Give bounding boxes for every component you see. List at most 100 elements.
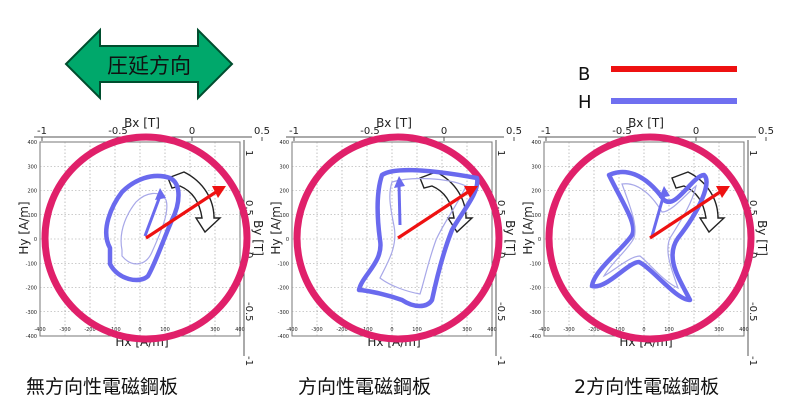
- hx-tick-label: -100: [613, 327, 624, 333]
- b-locus-circle: [293, 133, 503, 343]
- b-vector-line: [397, 190, 469, 240]
- hy-tick-label: 0: [34, 237, 37, 243]
- by-tick-label: -1: [495, 356, 506, 366]
- h-locus-outer: [104, 173, 181, 283]
- hx-tick-label: 300: [462, 327, 472, 333]
- hx-tick-label: 300: [714, 327, 724, 333]
- b-locus-circle: [41, 133, 251, 343]
- hx-tick-label: 100: [412, 327, 422, 333]
- h-vector-arrowhead: [394, 176, 405, 188]
- hy-tick-label: -200: [278, 286, 289, 292]
- hx-tick-label: -400: [286, 327, 297, 333]
- bx-tick-label: -0.5: [108, 126, 128, 137]
- h-vector-line: [397, 183, 402, 226]
- hy-tick-label: 200: [279, 189, 289, 195]
- hx-tick-label: 400: [235, 327, 245, 333]
- hy-tick-label: 100: [27, 213, 37, 219]
- bx-tick-label: 0.5: [506, 126, 522, 137]
- b-vector-line: [145, 190, 217, 240]
- hy-tick-label: -300: [26, 310, 37, 316]
- hy-tick-label: 400: [531, 140, 541, 146]
- b-vector-arrowhead: [212, 186, 226, 198]
- b-locus-circle: [545, 133, 755, 343]
- bx-axis-label: Bx [T]: [124, 116, 160, 130]
- legend-label-b: B: [578, 64, 590, 85]
- bx-tick-label: -1: [541, 126, 551, 137]
- by-tick-label: 1: [747, 150, 758, 156]
- hy-tick-label: 100: [531, 213, 541, 219]
- h-vector-arrowhead: [155, 188, 166, 200]
- by-tick-label: -0.5: [747, 302, 758, 322]
- bx-tick-label: -1: [37, 126, 47, 137]
- by-tick-label: -1: [243, 356, 254, 366]
- hy-tick-label: 200: [531, 189, 541, 195]
- hy-tick-label: -100: [530, 261, 541, 267]
- bx-axis-label: Bx [T]: [628, 116, 664, 130]
- hy-tick-label: 300: [27, 164, 37, 170]
- hx-tick-label: -300: [311, 327, 322, 333]
- by-tick-label: -1: [747, 356, 758, 366]
- hx-tick-label: -300: [59, 327, 70, 333]
- hy-axis-label: Hy [A/m]: [269, 201, 283, 254]
- h-locus-outer: [589, 169, 709, 303]
- bx-tick-label: 0.5: [254, 126, 270, 137]
- h-vector-line: [650, 193, 666, 237]
- hx-tick-label: 0: [138, 327, 141, 333]
- by-tick-label: 1: [495, 150, 506, 156]
- hx-tick-label: 300: [210, 327, 220, 333]
- hx-tick-label: -400: [538, 327, 549, 333]
- by-tick-label: -0.5: [495, 302, 506, 322]
- by-tick-label: 0.5: [495, 200, 506, 216]
- hy-tick-label: -300: [278, 310, 289, 316]
- hy-axis-label: Hy [A/m]: [521, 201, 535, 254]
- legend-label-h: H: [578, 92, 592, 113]
- bx-tick-label: 0: [189, 126, 195, 137]
- rolling-direction-label: 圧延方向: [107, 54, 191, 78]
- bx-tick-label: -0.5: [360, 126, 380, 137]
- hx-tick-label: -400: [34, 327, 45, 333]
- hy-tick-label: 400: [279, 140, 289, 146]
- hx-tick-label: -100: [109, 327, 120, 333]
- bx-axis-label: Bx [T]: [376, 116, 412, 130]
- b-vector-arrowhead: [716, 186, 730, 198]
- by-axis-label: By [T]: [755, 220, 769, 256]
- hy-tick-label: 0: [286, 237, 289, 243]
- hx-tick-label: 0: [642, 327, 645, 333]
- rolling-direction-arrow: 圧延方向: [64, 27, 234, 101]
- hy-tick-label: 100: [279, 213, 289, 219]
- bx-tick-label: 0.5: [758, 126, 774, 137]
- double-arrow-icon: [64, 27, 234, 101]
- caption-non-oriented: 無方向性電磁鋼板: [26, 376, 179, 398]
- hx-tick-label: 100: [160, 327, 170, 333]
- hy-tick-label: 0: [538, 237, 541, 243]
- b-vector-line: [649, 190, 721, 240]
- hx-tick-label: -200: [588, 327, 599, 333]
- rotation-arrow-shape: [167, 171, 222, 234]
- hx-tick-label: 100: [664, 327, 674, 333]
- by-tick-label: 0.5: [747, 200, 758, 216]
- rotation-arrow-icon: [167, 171, 222, 234]
- hy-tick-label: 400: [27, 140, 37, 146]
- by-axis-label: By [T]: [503, 220, 517, 256]
- hy-tick-label: 300: [279, 164, 289, 170]
- panel-double-oriented: -1 -0.5 0 0.5 Bx [T] 1 0.5 0 -0.5 -1 By [T] -400 -30…: [521, 116, 774, 366]
- hy-tick-label: -100: [278, 261, 289, 267]
- bx-tick-label: 0: [693, 126, 699, 137]
- hy-tick-label: -200: [530, 286, 541, 292]
- hy-tick-label: -100: [26, 261, 37, 267]
- h-locus-inner: [379, 177, 467, 295]
- hy-axis-label: Hy [A/m]: [17, 201, 31, 254]
- hx-tick-label: 400: [487, 327, 497, 333]
- hy-tick-label: -300: [530, 310, 541, 316]
- bx-tick-label: -0.5: [612, 126, 632, 137]
- hy-tick-label: -400: [278, 334, 289, 340]
- caption-grain-oriented: 方向性電磁鋼板: [298, 376, 432, 398]
- hx-tick-label: -300: [563, 327, 574, 333]
- caption-double-oriented: 2方向性電磁鋼板: [574, 376, 720, 398]
- hx-tick-label: 400: [739, 327, 749, 333]
- hy-tick-label: -400: [530, 334, 541, 340]
- hy-tick-label: -200: [26, 286, 37, 292]
- h-vector-arrowhead: [659, 186, 670, 198]
- hx-tick-label: -100: [361, 327, 372, 333]
